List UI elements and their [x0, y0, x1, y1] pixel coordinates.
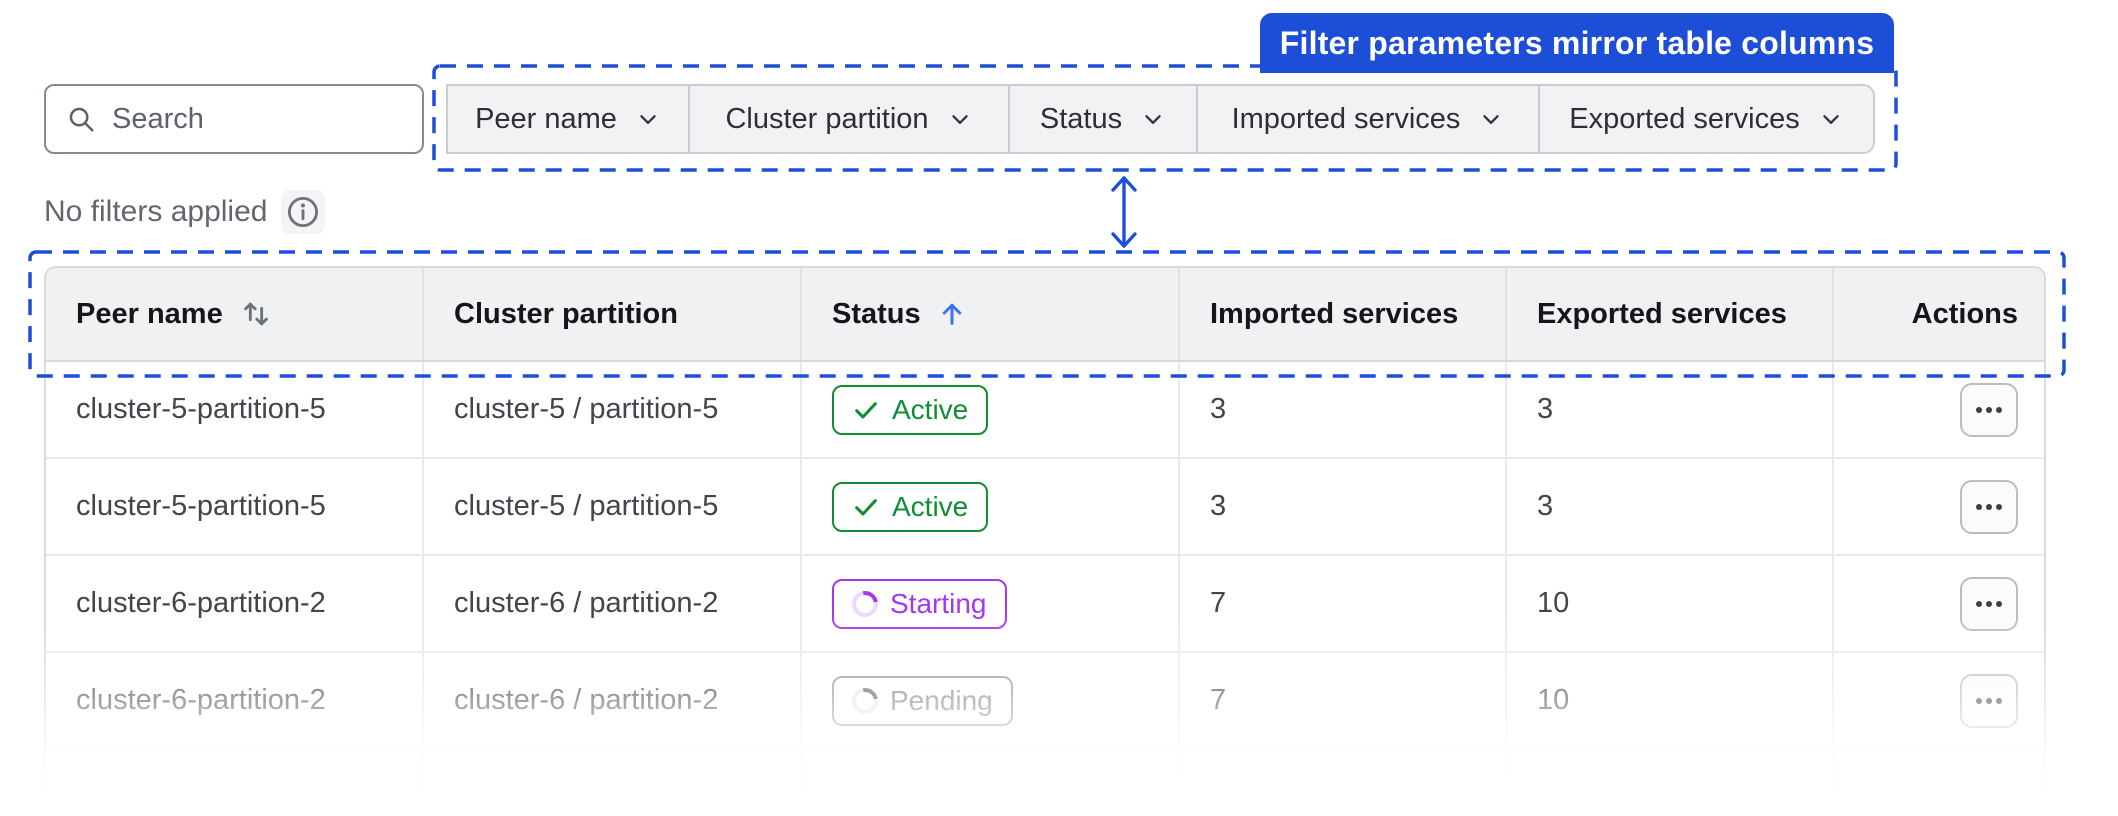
filter-label: Peer name [475, 102, 617, 135]
cell-imported-services: 7 [1180, 653, 1507, 748]
filter-peer-name[interactable]: Peer name [448, 86, 688, 152]
row-actions-button[interactable] [1960, 673, 2018, 728]
column-header-actions: Actions [1834, 268, 2044, 360]
annotation-banner-label: Filter parameters mirror table columns [1279, 24, 1875, 61]
cell-actions [1834, 459, 2044, 554]
table-row-ghost [46, 750, 2044, 816]
spinner-icon [846, 682, 884, 719]
annotation-banner: Filter parameters mirror table columns [1260, 13, 1894, 73]
row-actions-button[interactable] [1960, 382, 2018, 437]
status-label: Active [892, 490, 969, 522]
search-input[interactable] [112, 102, 402, 136]
table-row: cluster-6-partition-2 cluster-6 / partit… [46, 653, 2044, 750]
search-icon [69, 107, 94, 132]
column-label: Peer name [76, 297, 223, 330]
filter-status-info[interactable] [281, 190, 326, 234]
cell-cluster-partition: cluster-5 / partition-5 [424, 362, 802, 457]
table-row: cluster-5-partition-5 cluster-5 / partit… [46, 459, 2044, 556]
row-actions-button[interactable] [1960, 576, 2018, 631]
table-row: cluster-6-partition-2 cluster-6 / partit… [46, 556, 2044, 653]
table-row: cluster-5-partition-5 cluster-5 / partit… [46, 362, 2044, 459]
column-label: Status [832, 297, 921, 330]
cell-imported-services: 7 [1180, 556, 1507, 651]
cell-actions [1834, 362, 2044, 457]
status-badge-pending: Pending [832, 675, 1013, 726]
filter-label: Exported services [1569, 102, 1800, 135]
cell-peer-name: cluster-5-partition-5 [46, 362, 424, 457]
filter-imported-services[interactable]: Imported services [1196, 86, 1538, 152]
cell-cluster-partition: cluster-6 / partition-2 [424, 653, 802, 748]
cell-exported-services: 3 [1507, 459, 1834, 554]
ellipsis-icon [1976, 600, 2002, 607]
cell-cluster-partition: cluster-5 / partition-5 [424, 459, 802, 554]
status-label: Starting [890, 587, 987, 619]
chevron-down-icon [1145, 115, 1161, 124]
status-badge-active: Active [832, 384, 989, 435]
cell-status: Active [802, 459, 1180, 554]
row-actions-button[interactable] [1960, 479, 2018, 534]
filter-cluster-partition[interactable]: Cluster partition [688, 86, 1008, 152]
filter-status[interactable]: Status [1008, 86, 1196, 152]
cell-status: Active [802, 362, 1180, 457]
filter-label: Imported services [1231, 102, 1461, 135]
cell-peer-name: cluster-6-partition-2 [46, 653, 424, 748]
ellipsis-icon [1976, 503, 2002, 510]
peers-table: Peer name Cluster partition Status Impor… [44, 266, 2046, 816]
search-box[interactable] [44, 84, 424, 154]
info-icon [288, 196, 319, 228]
cell-status: Starting [802, 556, 1180, 651]
filter-status-text: No filters applied [44, 195, 268, 228]
arrow-up-icon[interactable] [937, 299, 967, 329]
status-badge-active: Active [832, 481, 989, 532]
cell-cluster-partition: cluster-6 / partition-2 [424, 556, 802, 651]
column-label: Exported services [1537, 297, 1787, 330]
filter-exported-services[interactable]: Exported services [1538, 86, 1873, 152]
column-header-status[interactable]: Status [802, 268, 1180, 360]
chevron-down-icon [951, 115, 968, 124]
status-badge-starting: Starting [832, 578, 1007, 629]
column-header-peer-name[interactable]: Peer name [46, 268, 424, 360]
ellipsis-icon [1976, 406, 2002, 413]
status-label: Active [892, 393, 969, 425]
cell-imported-services: 3 [1180, 459, 1507, 554]
table-header-row: Peer name Cluster partition Status Impor… [46, 268, 2044, 362]
spinner-icon [846, 585, 884, 622]
filter-label: Cluster partition [725, 102, 929, 135]
filter-bar: Peer name Cluster partition Status Impor… [446, 84, 1875, 154]
chevron-down-icon [1823, 115, 1839, 124]
cell-exported-services: 10 [1507, 653, 1834, 748]
cell-status: Pending [802, 653, 1180, 748]
column-header-imported-services[interactable]: Imported services [1180, 268, 1507, 360]
ellipsis-icon [1976, 697, 2002, 704]
cell-exported-services: 3 [1507, 362, 1834, 457]
filter-label: Status [1039, 102, 1123, 135]
column-header-cluster-partition[interactable]: Cluster partition [424, 268, 802, 360]
cell-exported-services: 10 [1507, 556, 1834, 651]
check-icon [855, 401, 877, 419]
cell-peer-name: cluster-5-partition-5 [46, 459, 424, 554]
cell-imported-services: 3 [1180, 362, 1507, 457]
column-label: Imported services [1210, 297, 1459, 330]
status-label: Pending [890, 684, 993, 716]
check-icon [855, 498, 877, 516]
cell-actions [1834, 653, 2044, 748]
filter-status-line: No filters applied [44, 190, 326, 234]
column-header-exported-services[interactable]: Exported services [1507, 268, 1834, 360]
chevron-down-icon [1483, 115, 1500, 124]
cell-actions [1834, 556, 2044, 651]
column-label: Actions [1911, 297, 2018, 330]
cell-peer-name: cluster-6-partition-2 [46, 556, 424, 651]
sort-updown-icon[interactable] [239, 297, 273, 331]
column-label: Cluster partition [454, 297, 678, 330]
double-arrow-icon [1111, 176, 1137, 248]
chevron-down-icon [640, 115, 656, 124]
